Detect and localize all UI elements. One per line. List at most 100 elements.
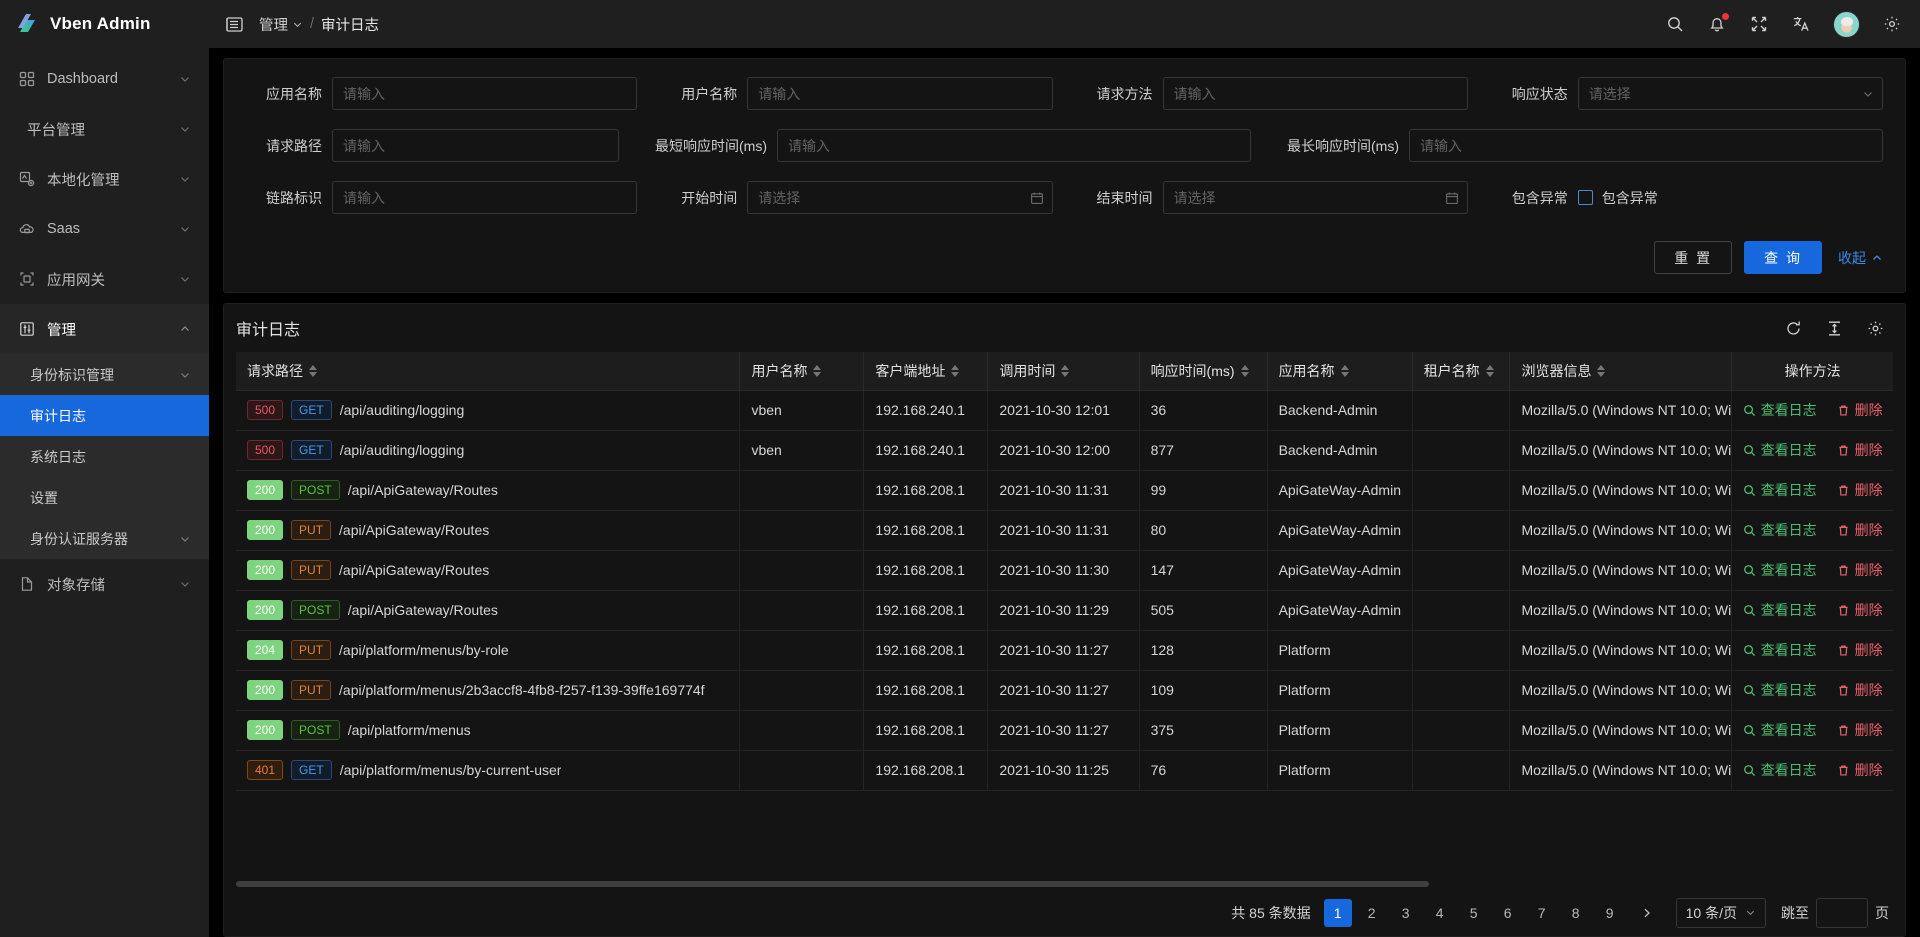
sidebar-item-saas[interactable]: Saas xyxy=(0,204,209,254)
view-log-button[interactable]: 查看日志 xyxy=(1743,640,1817,660)
view-log-button[interactable]: 查看日志 xyxy=(1743,600,1817,620)
sidebar-item-platform-management[interactable]: 平台管理 xyxy=(0,104,209,154)
end-time-picker[interactable] xyxy=(1162,181,1468,214)
sidebar-item-object-storage[interactable]: 对象存储 xyxy=(0,559,209,609)
column-header-call-time[interactable]: 调用时间 xyxy=(987,352,1140,391)
sidebar-item-localization[interactable]: 本地化管理 xyxy=(0,154,209,204)
table-row[interactable]: 500 GET/api/auditing/logging vben 192.168.2… xyxy=(236,390,1893,431)
page-size-select[interactable]: 10 条/页 xyxy=(1675,897,1766,928)
scrollbar-thumb[interactable] xyxy=(236,881,1430,887)
app-name-input[interactable] xyxy=(332,77,638,110)
pagination-page-7[interactable]: 7 xyxy=(1537,904,1546,921)
sidebar-item-management[interactable]: 管理 xyxy=(0,304,209,354)
response-status-select[interactable] xyxy=(1577,77,1883,110)
cell-client-address: 192.168.208.1 xyxy=(863,470,989,511)
delete-button[interactable]: 删除 xyxy=(1837,640,1883,660)
table-row[interactable]: 200 PUT/api/ApiGateway/Routes 192.168.208.… xyxy=(236,510,1893,551)
bell-icon[interactable] xyxy=(1707,13,1729,34)
delete-button[interactable]: 删除 xyxy=(1837,560,1883,580)
view-log-button[interactable]: 查看日志 xyxy=(1743,400,1817,420)
column-header-browser-info[interactable]: 浏览器信息 xyxy=(1509,352,1733,391)
delete-button[interactable]: 删除 xyxy=(1837,720,1883,740)
column-header-request-path[interactable]: 请求路径 xyxy=(236,352,741,391)
row-height-icon[interactable] xyxy=(1825,319,1844,338)
horizontal-scrollbar[interactable] xyxy=(236,879,1893,889)
request-path-input[interactable] xyxy=(332,129,619,162)
table-row[interactable]: 401 GET/api/platform/menus/by-current-use… xyxy=(236,750,1893,791)
sidebar-item-identity-server[interactable]: 身份认证服务器 xyxy=(0,518,209,559)
view-log-button[interactable]: 查看日志 xyxy=(1743,760,1817,780)
pagination-page-4[interactable]: 4 xyxy=(1435,904,1444,921)
table-row[interactable]: 200 POST/api/platform/menus 192.168.208.1 2… xyxy=(236,710,1893,751)
view-log-button[interactable]: 查看日志 xyxy=(1743,480,1817,500)
translate-icon[interactable] xyxy=(1791,14,1811,34)
column-header-tenant-name[interactable]: 租户名称 xyxy=(1412,352,1511,391)
column-header-user-name[interactable]: 用户名称 xyxy=(739,352,865,391)
include-exception-checkbox-wrap[interactable]: 包含异常 xyxy=(1577,188,1658,208)
delete-button[interactable]: 删除 xyxy=(1837,520,1883,540)
pagination-page-3[interactable]: 3 xyxy=(1401,904,1410,921)
sidebar-item-api-gateway[interactable]: 应用网关 xyxy=(0,254,209,304)
pagination-page-9[interactable]: 9 xyxy=(1605,904,1614,921)
max-response-time-input[interactable] xyxy=(1409,129,1883,162)
view-log-button[interactable]: 查看日志 xyxy=(1743,560,1817,580)
delete-button[interactable]: 删除 xyxy=(1837,480,1883,500)
table-row[interactable]: 204 PUT/api/platform/menus/by-role 192.168… xyxy=(236,630,1893,671)
delete-button[interactable]: 删除 xyxy=(1837,760,1883,780)
sidebar-item-settings[interactable]: 设置 xyxy=(0,477,209,518)
sort-icon[interactable] xyxy=(1485,364,1494,377)
sidebar-item-system-log[interactable]: 系统日志 xyxy=(0,436,209,477)
delete-button[interactable]: 删除 xyxy=(1837,600,1883,620)
pagination-page-6[interactable]: 6 xyxy=(1503,904,1512,921)
avatar[interactable] xyxy=(1833,10,1860,38)
sort-icon[interactable] xyxy=(1597,364,1606,377)
reset-button[interactable]: 重 置 xyxy=(1654,241,1733,274)
column-header-client-address[interactable]: 客户端地址 xyxy=(863,352,989,391)
fullscreen-icon[interactable] xyxy=(1749,14,1769,34)
table-row[interactable]: 200 POST/api/ApiGateway/Routes 192.168.208… xyxy=(236,470,1893,511)
delete-button[interactable]: 删除 xyxy=(1837,440,1883,460)
include-exception-checkbox[interactable] xyxy=(1577,190,1593,205)
sidebar-item-dashboard[interactable]: Dashboard xyxy=(0,54,209,104)
sidebar-item-identity-management[interactable]: 身份标识管理 xyxy=(0,354,209,395)
request-method-input[interactable] xyxy=(1162,77,1468,110)
table-row[interactable]: 200 PUT/api/platform/menus/2b3accf8-4fb8-… xyxy=(236,670,1893,711)
sidebar-item-audit-log[interactable]: 审计日志 xyxy=(0,395,209,436)
pagination-page-1[interactable]: 1 xyxy=(1323,898,1352,927)
delete-button[interactable]: 删除 xyxy=(1837,680,1883,700)
sort-icon[interactable] xyxy=(1340,364,1349,377)
breadcrumb-parent[interactable]: 管理 xyxy=(259,14,303,35)
brand[interactable]: Vben Admin xyxy=(0,0,209,48)
table-row[interactable]: 200 PUT/api/ApiGateway/Routes 192.168.208.… xyxy=(236,550,1893,591)
pagination-page-5[interactable]: 5 xyxy=(1469,904,1478,921)
search-icon[interactable] xyxy=(1665,14,1685,34)
sort-icon[interactable] xyxy=(951,364,960,377)
view-log-button[interactable]: 查看日志 xyxy=(1743,440,1817,460)
pagination-next-button[interactable] xyxy=(1633,899,1661,927)
column-header-app-name[interactable]: 应用名称 xyxy=(1267,352,1413,391)
view-log-button[interactable]: 查看日志 xyxy=(1743,520,1817,540)
refresh-icon[interactable] xyxy=(1784,319,1803,338)
sort-icon[interactable] xyxy=(813,364,822,377)
table-row[interactable]: 200 POST/api/ApiGateway/Routes 192.168.208… xyxy=(236,590,1893,631)
query-button[interactable]: 查 询 xyxy=(1744,241,1822,274)
start-time-picker[interactable] xyxy=(747,181,1053,214)
menu-collapse-icon[interactable] xyxy=(223,13,245,35)
delete-button[interactable]: 删除 xyxy=(1837,400,1883,420)
trace-id-input[interactable] xyxy=(332,181,638,214)
user-name-input[interactable] xyxy=(747,77,1053,110)
min-response-time-input[interactable] xyxy=(777,129,1251,162)
jump-input[interactable] xyxy=(1816,897,1868,928)
gear-icon[interactable] xyxy=(1882,14,1902,34)
column-header-response-time[interactable]: 响应时间(ms) xyxy=(1139,352,1268,391)
sort-icon[interactable] xyxy=(1061,364,1070,377)
table-row[interactable]: 500 GET/api/auditing/logging vben 192.168.2… xyxy=(236,430,1893,471)
view-log-button[interactable]: 查看日志 xyxy=(1743,680,1817,700)
pagination-page-8[interactable]: 8 xyxy=(1571,904,1580,921)
column-settings-icon[interactable] xyxy=(1866,319,1885,338)
pagination-page-2[interactable]: 2 xyxy=(1367,904,1376,921)
collapse-form-toggle[interactable]: 收起 xyxy=(1834,248,1883,268)
sort-icon[interactable] xyxy=(309,364,317,377)
sort-icon[interactable] xyxy=(1240,364,1249,377)
view-log-button[interactable]: 查看日志 xyxy=(1743,720,1817,740)
